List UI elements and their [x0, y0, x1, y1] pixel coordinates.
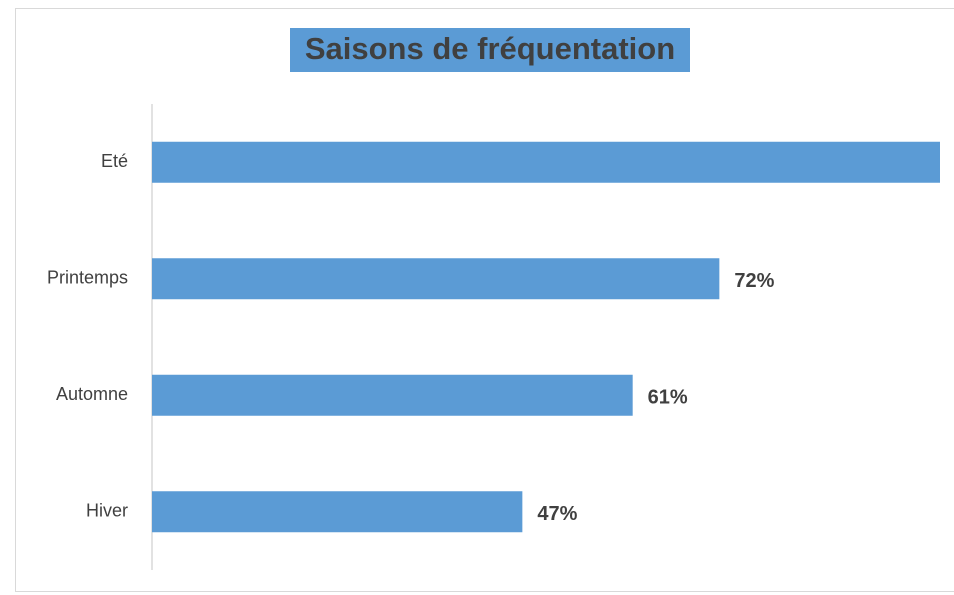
category-label: Hiver: [86, 501, 128, 521]
category-label: Printemps: [47, 268, 128, 288]
bar: [152, 374, 633, 416]
data-label: 47%: [537, 503, 577, 525]
bar: [152, 141, 940, 183]
chart-title: Saisons de fréquentation: [305, 31, 675, 66]
data-label: 72%: [734, 270, 774, 292]
title-background: [290, 28, 690, 72]
category-label: Eté: [101, 151, 128, 171]
data-label: 61%: [648, 387, 688, 409]
category-label: Automne: [56, 384, 128, 404]
bar: [152, 491, 523, 533]
bar: [152, 258, 720, 300]
